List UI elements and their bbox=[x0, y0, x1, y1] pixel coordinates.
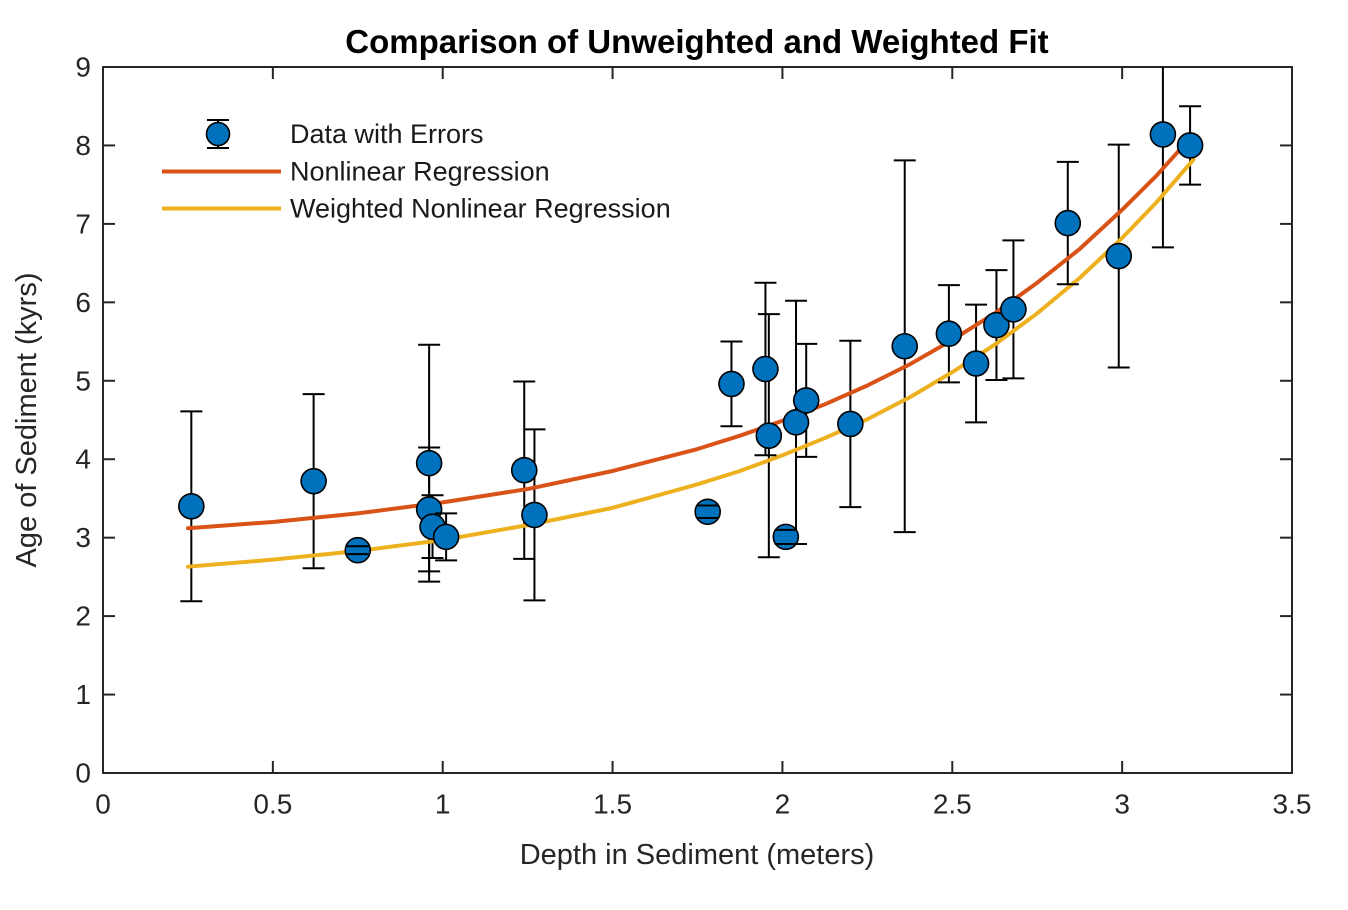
legend-label-nonlinear-regression: Nonlinear Regression bbox=[290, 157, 550, 187]
axes-box-group bbox=[102, 66, 1293, 774]
data-markers-group bbox=[178, 121, 1204, 564]
data-point-marker bbox=[837, 410, 864, 438]
data-point-marker bbox=[891, 332, 919, 360]
x-tick-label: 3.5 bbox=[1273, 789, 1312, 820]
data-point-marker bbox=[344, 536, 372, 564]
axes-box bbox=[102, 66, 1293, 774]
data-point-marker bbox=[178, 492, 205, 520]
x-tick-label: 1.5 bbox=[593, 789, 632, 820]
data-point-marker bbox=[415, 449, 443, 477]
y-axis-label: Age of Sediment (kyrs) bbox=[11, 273, 43, 568]
y-tick-label: 5 bbox=[75, 365, 91, 396]
x-tick-label: 1 bbox=[435, 789, 451, 820]
data-point-marker bbox=[718, 370, 745, 398]
x-axis-label: Depth in Sediment (meters) bbox=[520, 839, 875, 871]
x-tick-labels-group: 0 0.5 1 1.5 2 2.5 3 3.5 bbox=[95, 789, 1311, 820]
data-point-marker bbox=[1000, 296, 1027, 323]
data-point-marker bbox=[755, 422, 783, 449]
x-ticks-group bbox=[102, 67, 1293, 773]
legend-label-data-with-errors: Data with Errors bbox=[290, 119, 484, 149]
data-point-marker bbox=[1105, 242, 1133, 270]
x-tick-label: 2.5 bbox=[933, 789, 972, 820]
x-tick-label: 2 bbox=[775, 789, 791, 820]
data-point-marker bbox=[694, 498, 721, 526]
data-point-marker bbox=[782, 409, 810, 436]
y-tick-label: 3 bbox=[75, 522, 91, 553]
data-point-marker bbox=[983, 311, 1010, 339]
data-point-marker bbox=[521, 501, 548, 529]
data-point-marker bbox=[432, 523, 460, 551]
y-tick-label: 1 bbox=[75, 679, 91, 710]
legend: Data with Errors Nonlinear Regression We… bbox=[162, 119, 671, 224]
y-tick-label: 9 bbox=[75, 52, 91, 83]
y-tick-label: 6 bbox=[75, 287, 91, 318]
y-tick-label: 0 bbox=[75, 758, 91, 789]
data-point-marker bbox=[962, 350, 990, 377]
y-tick-label: 4 bbox=[75, 444, 91, 475]
data-point-marker bbox=[1054, 209, 1082, 237]
y-ticks-group bbox=[103, 66, 1292, 774]
data-point-marker bbox=[300, 467, 327, 495]
y-tick-label: 2 bbox=[75, 601, 91, 632]
legend-label-weighted-nonlinear-regression: Weighted Nonlinear Regression bbox=[290, 194, 671, 224]
x-tick-label: 0 bbox=[95, 789, 111, 820]
y-tick-label: 8 bbox=[75, 130, 91, 161]
data-point-marker bbox=[772, 523, 800, 551]
y-tick-labels-group: 0 1 2 3 4 5 6 7 8 9 bbox=[75, 52, 91, 789]
data-point-marker bbox=[752, 355, 779, 383]
nonlinear-regression-line bbox=[185, 132, 1196, 531]
error-bar-caps-group bbox=[180, 105, 1202, 603]
legend-errorbar-marker-icon bbox=[205, 119, 231, 149]
x-tick-label: 0.5 bbox=[253, 789, 292, 820]
data-point-marker bbox=[935, 320, 963, 348]
chart-title: Comparison of Unweighted and Weighted Fi… bbox=[345, 23, 1048, 60]
y-tick-label: 7 bbox=[75, 208, 91, 239]
data-point-marker bbox=[1149, 121, 1177, 148]
x-tick-label: 3 bbox=[1114, 789, 1130, 820]
data-point-marker bbox=[1176, 132, 1204, 159]
data-point-marker bbox=[792, 387, 820, 414]
data-point-marker bbox=[510, 456, 538, 484]
